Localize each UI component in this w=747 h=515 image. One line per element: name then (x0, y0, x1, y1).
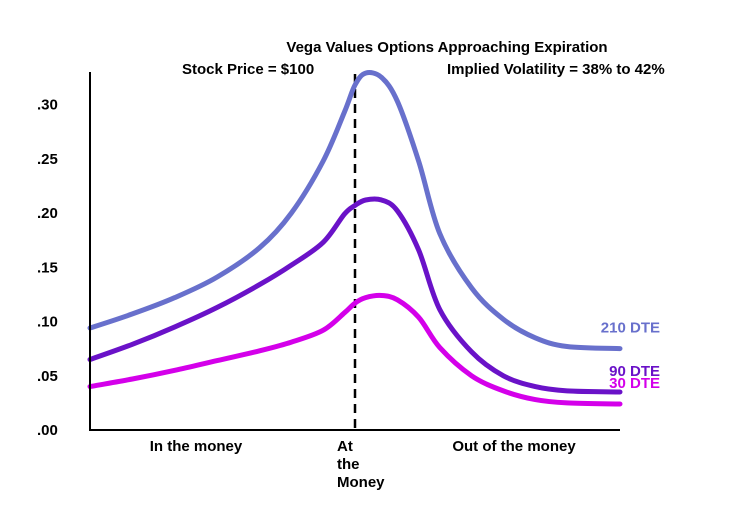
y-axis-ticks: .00 .05 .10 .15 .20 .25 .30 (37, 97, 58, 439)
x-category-label: the (337, 456, 360, 473)
y-tick-label: .30 (37, 97, 58, 114)
chart-subtitle-left: Stock Price = $100 (182, 61, 314, 78)
series-label: 90 DTE (609, 363, 660, 380)
series-line-30-dte (87, 292, 623, 407)
y-tick-label: .25 (37, 151, 58, 168)
y-tick-label: .10 (37, 314, 58, 331)
series-label: 210 DTE (601, 320, 660, 337)
x-category-label: Out of the money (452, 438, 576, 455)
x-category-label: In the money (150, 438, 243, 455)
series-line-90-dte (87, 196, 623, 395)
series-line-210-dte (87, 70, 623, 352)
y-tick-label: .00 (37, 422, 58, 439)
x-category-label: Money (337, 474, 385, 491)
x-category-label: At (337, 438, 353, 455)
chart-subtitle-right: Implied Volatility = 38% to 42% (447, 61, 665, 78)
y-tick-label: .20 (37, 205, 58, 222)
chart-title: Vega Values Options Approaching Expirati… (286, 39, 607, 56)
series-label: 30 DTE (609, 375, 660, 392)
y-tick-label: .15 (37, 259, 58, 276)
y-tick-label: .05 (37, 368, 58, 385)
